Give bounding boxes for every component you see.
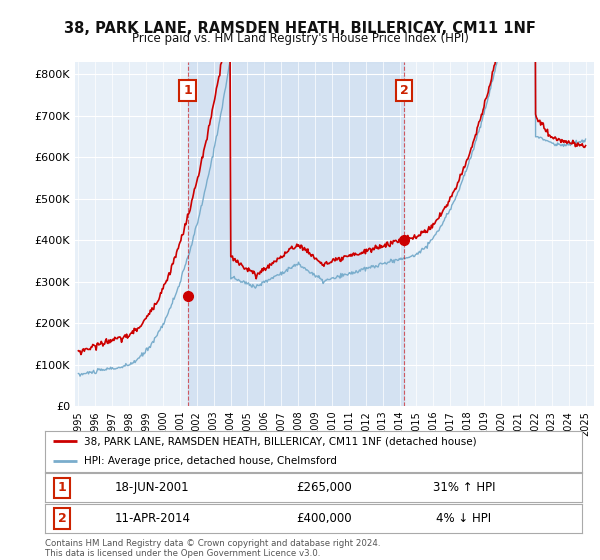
Text: 1: 1 (58, 481, 67, 494)
Text: 4% ↓ HPI: 4% ↓ HPI (436, 512, 491, 525)
Text: Price paid vs. HM Land Registry's House Price Index (HPI): Price paid vs. HM Land Registry's House … (131, 32, 469, 45)
Text: £400,000: £400,000 (296, 512, 352, 525)
Text: HPI: Average price, detached house, Chelmsford: HPI: Average price, detached house, Chel… (83, 456, 337, 466)
Text: 38, PARK LANE, RAMSDEN HEATH, BILLERICAY, CM11 1NF: 38, PARK LANE, RAMSDEN HEATH, BILLERICAY… (64, 21, 536, 36)
Bar (188, 62, 404, 406)
Text: 2: 2 (58, 512, 67, 525)
Text: 31% ↑ HPI: 31% ↑ HPI (433, 481, 495, 494)
Text: 11-APR-2014: 11-APR-2014 (115, 512, 190, 525)
Text: 2: 2 (400, 84, 409, 97)
Text: 1: 1 (183, 84, 192, 97)
Text: 38, PARK LANE, RAMSDEN HEATH, BILLERICAY, CM11 1NF (detached house): 38, PARK LANE, RAMSDEN HEATH, BILLERICAY… (83, 436, 476, 446)
Text: 18-JUN-2001: 18-JUN-2001 (115, 481, 190, 494)
Text: Contains HM Land Registry data © Crown copyright and database right 2024.
This d: Contains HM Land Registry data © Crown c… (45, 539, 380, 558)
Text: £265,000: £265,000 (296, 481, 352, 494)
